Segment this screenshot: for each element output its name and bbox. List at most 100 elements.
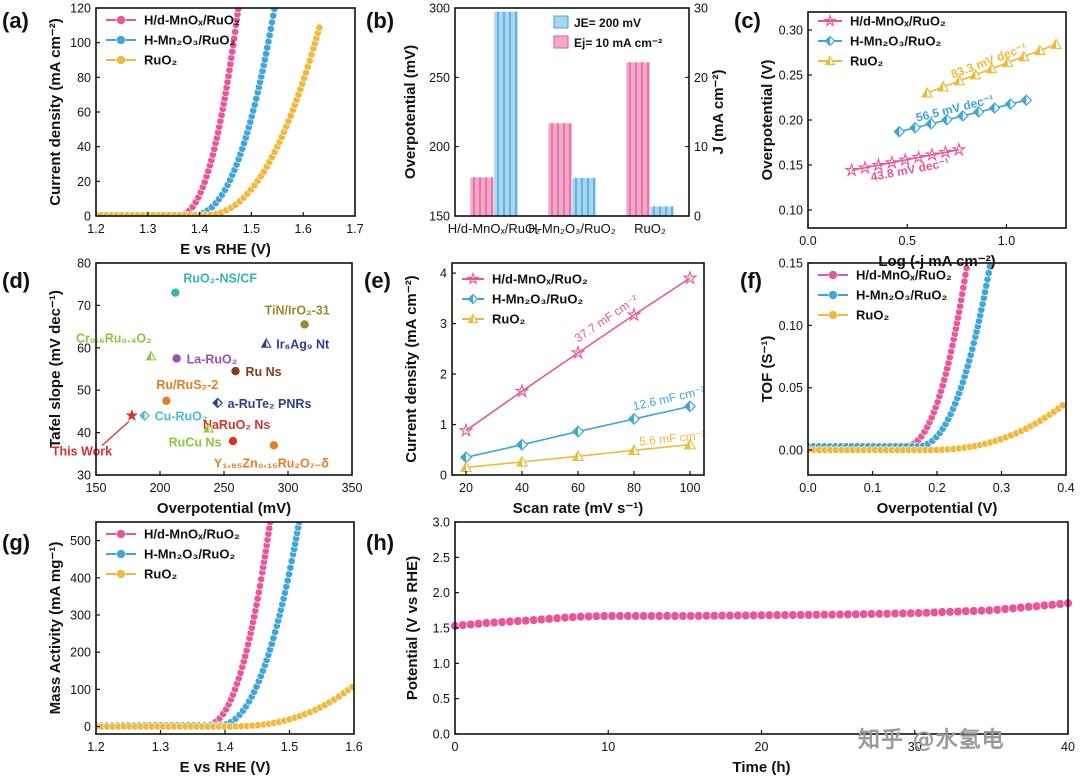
data-point xyxy=(514,383,530,398)
point-label: Cr₀.₆Ru₀.₄O₂ xyxy=(76,331,152,345)
y-axis-label: Potential (V vs RHE) xyxy=(404,556,421,700)
legend-entry: RuO₂ xyxy=(144,567,177,582)
data-point xyxy=(125,409,138,421)
panel-label: (h) xyxy=(366,530,394,555)
x-tick-label: 80 xyxy=(627,481,641,495)
data-point xyxy=(638,611,649,621)
data-point xyxy=(458,620,468,630)
legend-marker xyxy=(466,271,480,285)
marker-half xyxy=(954,75,960,85)
marker-half xyxy=(926,118,932,129)
data-point xyxy=(161,395,172,406)
data-point xyxy=(701,611,712,621)
x-tick-label: 10 xyxy=(601,740,615,754)
data-point xyxy=(772,610,782,620)
data-point xyxy=(623,611,633,621)
data-point xyxy=(780,610,790,620)
legend-marker xyxy=(823,13,837,27)
data-point xyxy=(315,23,324,32)
y-axis-label: Tafel slope (mV dec⁻¹) xyxy=(47,290,64,448)
legend-entry: RuO₂ xyxy=(850,54,883,69)
panel-label: (e) xyxy=(364,268,391,293)
data-point xyxy=(253,594,262,603)
data-point xyxy=(835,609,845,620)
data-point xyxy=(686,611,696,621)
y-axis-label: Overpotential (V) xyxy=(759,60,776,181)
data-point xyxy=(287,557,296,565)
data-point xyxy=(583,611,594,622)
x-tick-label: 40 xyxy=(515,481,529,495)
data-point xyxy=(528,615,539,625)
x-tick-label: 0.4 xyxy=(1057,481,1074,495)
marker-half xyxy=(1002,57,1008,67)
y-tick-label: 3 xyxy=(440,317,447,331)
y2-tick-label: 0 xyxy=(694,210,701,224)
point-label: RuO₂-NS/CF xyxy=(183,272,257,286)
y-tick-label: 60 xyxy=(77,341,91,355)
data-point xyxy=(962,264,971,272)
x-tick-label: 200 xyxy=(150,481,171,495)
x-tick-label: 1.5 xyxy=(281,740,298,754)
x-tick-label: 1.0 xyxy=(998,234,1015,248)
data-point xyxy=(984,269,993,277)
data-point xyxy=(884,154,900,169)
data-point xyxy=(874,609,885,619)
data-point xyxy=(803,610,814,620)
data-point xyxy=(870,157,886,172)
data-point xyxy=(788,610,798,620)
x-axis-label: Log (-j mA cm⁻²) xyxy=(878,253,995,270)
y-tick-label: 500 xyxy=(70,534,91,548)
legend-entry: H/d-MnOₓ/RuO₂ xyxy=(144,527,240,542)
data-point xyxy=(662,611,672,621)
data-point xyxy=(948,341,957,350)
y-tick-label: 2.0 xyxy=(433,586,450,600)
x-tick-label: 100 xyxy=(680,481,701,495)
legend-marker xyxy=(116,569,126,579)
chart-d: RuO₂-NS/CF TiN/IrO₂-31 Cr₀.₆Ru₀.₄O₂ La-RuO₂… xyxy=(2,257,362,518)
marker-half xyxy=(468,294,473,304)
x-tick-label: 1.4 xyxy=(191,222,208,236)
x-tick-label: 0 xyxy=(452,740,459,754)
marker-half xyxy=(910,122,916,133)
data-point xyxy=(756,610,767,620)
point-label: a-RuTe₂ PNRs xyxy=(228,397,312,411)
x-tick-label: 30 xyxy=(908,740,922,754)
watermark: 知乎 @水氢电 xyxy=(858,728,1005,753)
x-tick-label: 1.3 xyxy=(139,222,156,236)
x-tick-label: 0.1 xyxy=(864,481,881,495)
x-tick-label: 1.2 xyxy=(87,740,104,754)
plot-frame xyxy=(454,521,1069,735)
data-point xyxy=(254,588,263,597)
y-tick-label: 0.00 xyxy=(779,444,803,458)
data-point xyxy=(827,609,837,620)
data-point xyxy=(1031,601,1042,611)
data-point xyxy=(897,152,913,167)
legend-entry: JE= 200 mV xyxy=(574,16,641,30)
data-point xyxy=(1008,603,1018,614)
marker-half xyxy=(1005,99,1011,110)
data-point xyxy=(890,608,900,619)
x-tick-label: 1.2 xyxy=(87,222,104,236)
legend-marker xyxy=(828,270,838,280)
data-point xyxy=(654,611,665,621)
series-2 xyxy=(96,683,354,731)
y-tick-label: 20 xyxy=(77,175,91,189)
data-point xyxy=(961,270,970,279)
legend-entry: H/d-MnOₓ/RuO₂ xyxy=(492,272,588,287)
y-tick-label: 300 xyxy=(70,608,91,622)
data-point xyxy=(693,611,704,621)
data-point xyxy=(283,576,292,585)
data-point xyxy=(264,37,273,46)
y-tick-label: 70 xyxy=(77,299,91,313)
legend-marker xyxy=(116,55,126,65)
data-point xyxy=(858,609,869,619)
y-axis-label: Mass Activity (mA mg⁻¹) xyxy=(47,542,64,715)
data-point xyxy=(1058,401,1066,410)
legend-entry: RuO₂ xyxy=(856,308,889,323)
y-tick-label: 120 xyxy=(70,2,91,16)
x-tick-label: H-Mn₂O₃/RuO₂ xyxy=(528,221,616,236)
data-point xyxy=(857,160,873,175)
data-point xyxy=(898,608,908,619)
legend-swatch xyxy=(553,35,569,49)
